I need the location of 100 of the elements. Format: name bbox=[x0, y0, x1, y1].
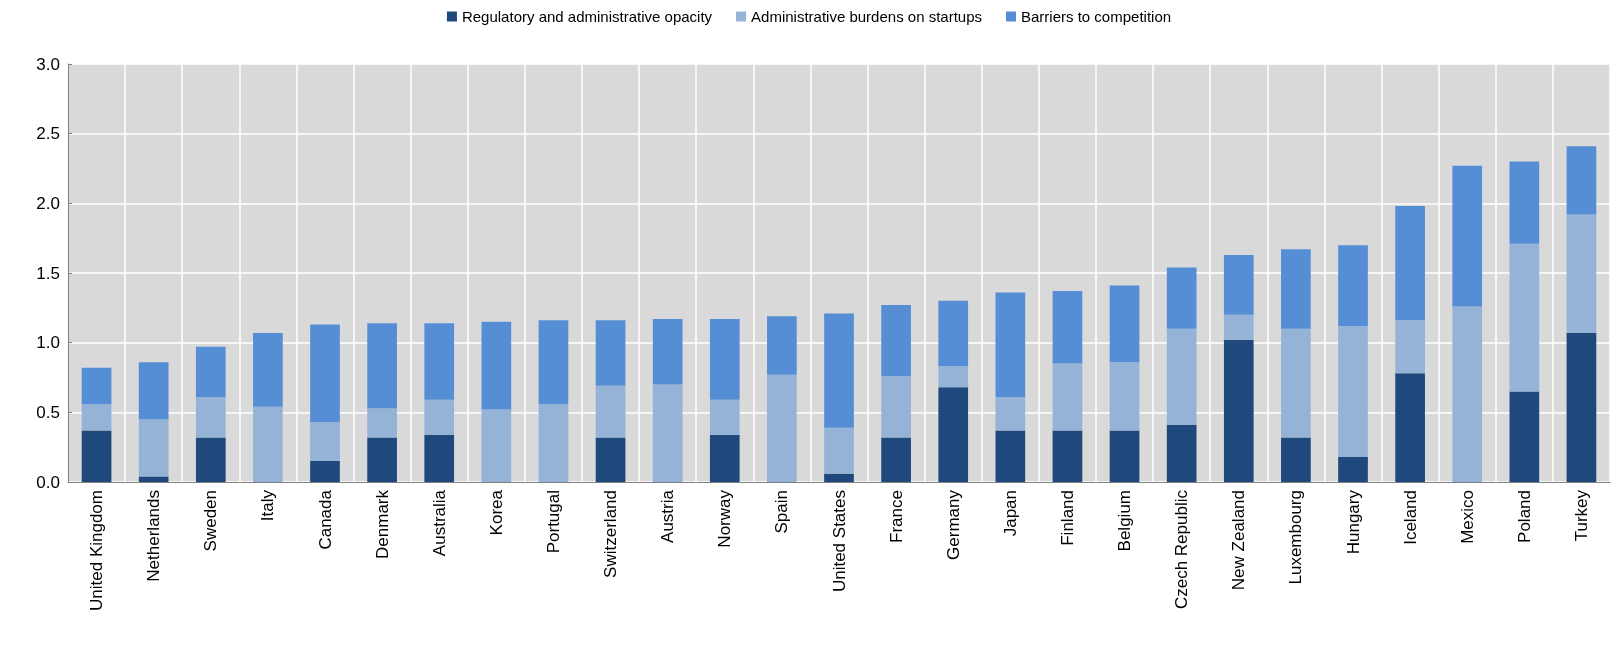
bar bbox=[1166, 328, 1197, 425]
bar bbox=[767, 374, 797, 482]
x-tick-label: Iceland bbox=[1400, 490, 1420, 545]
bar bbox=[1109, 362, 1140, 431]
bar bbox=[595, 385, 626, 438]
bar bbox=[1509, 391, 1540, 482]
bar bbox=[1052, 430, 1083, 482]
x-tick-label: Netherlands bbox=[144, 490, 164, 582]
y-tick-label: 1.0 bbox=[36, 333, 60, 353]
bar bbox=[1395, 373, 1425, 482]
x-tick-label: Spain bbox=[772, 490, 792, 534]
bar bbox=[1566, 214, 1597, 333]
y-tick-label: 0.0 bbox=[36, 472, 60, 492]
x-tick-label: Belgium bbox=[1115, 490, 1135, 552]
bar bbox=[195, 437, 226, 482]
bar bbox=[652, 318, 683, 385]
bar bbox=[1338, 245, 1368, 326]
x-tick-label: Germany bbox=[943, 489, 963, 560]
bar bbox=[253, 406, 283, 482]
legend-label: Administrative burdens on startups bbox=[751, 8, 983, 25]
x-tick-label: Korea bbox=[486, 489, 506, 536]
bar bbox=[1166, 267, 1197, 329]
bar bbox=[824, 473, 854, 482]
bar bbox=[195, 346, 226, 398]
x-tick-label: Denmark bbox=[372, 489, 392, 559]
x-tick-label: Norway bbox=[715, 489, 735, 548]
bar bbox=[1281, 328, 1311, 438]
x-tick-label: France bbox=[886, 490, 906, 543]
bar bbox=[824, 313, 854, 428]
bar bbox=[195, 397, 226, 438]
bar bbox=[881, 376, 911, 438]
bar bbox=[1052, 363, 1083, 431]
bar bbox=[824, 427, 854, 474]
bar bbox=[424, 323, 455, 400]
x-tick-label: Mexico bbox=[1457, 490, 1477, 544]
bar bbox=[995, 430, 1026, 482]
x-tick-label: United States bbox=[829, 490, 849, 593]
y-tick-label: 2.0 bbox=[36, 193, 60, 213]
bar bbox=[1052, 291, 1083, 364]
bar bbox=[367, 408, 397, 438]
x-tick-label: Hungary bbox=[1343, 489, 1363, 555]
bar bbox=[310, 461, 340, 482]
bar bbox=[881, 437, 911, 482]
bar bbox=[81, 367, 112, 404]
x-tick-label: Canada bbox=[315, 489, 335, 550]
y-tick-label: 3.0 bbox=[36, 54, 60, 74]
x-tick-label: Switzerland bbox=[601, 490, 621, 578]
bar bbox=[253, 332, 283, 407]
bar bbox=[709, 318, 740, 400]
bar bbox=[138, 362, 169, 420]
bar bbox=[424, 434, 455, 482]
bar bbox=[1566, 146, 1597, 215]
bar bbox=[424, 399, 455, 435]
bar bbox=[881, 305, 911, 377]
bar bbox=[1223, 339, 1254, 482]
bar bbox=[1223, 254, 1254, 315]
bar bbox=[1109, 430, 1140, 482]
x-tick-label: New Zealand bbox=[1229, 490, 1249, 591]
bar bbox=[938, 300, 969, 367]
bar bbox=[81, 430, 112, 482]
bar bbox=[310, 422, 340, 462]
x-tick-label: Italy bbox=[258, 489, 278, 522]
bar bbox=[1166, 424, 1197, 482]
bar bbox=[709, 434, 740, 482]
x-tick-label: Poland bbox=[1514, 490, 1534, 543]
x-tick-label: Finland bbox=[1057, 490, 1077, 546]
bar bbox=[767, 316, 797, 375]
y-tick-label: 1.5 bbox=[36, 263, 60, 283]
bar bbox=[1338, 325, 1368, 457]
bar bbox=[538, 320, 569, 404]
legend-label: Regulatory and administrative opacity bbox=[461, 8, 713, 25]
bar bbox=[481, 321, 512, 410]
bar bbox=[1452, 306, 1483, 482]
bar bbox=[595, 320, 626, 386]
bar bbox=[1281, 249, 1311, 329]
bar bbox=[367, 323, 397, 409]
bar bbox=[1509, 161, 1540, 244]
y-tick-label: 0.5 bbox=[36, 402, 60, 422]
x-tick-label: United Kingdom bbox=[87, 490, 107, 611]
bar bbox=[81, 403, 112, 431]
bar bbox=[1281, 437, 1311, 482]
bar bbox=[1566, 332, 1597, 482]
bar bbox=[1338, 456, 1368, 482]
bar bbox=[938, 366, 969, 388]
x-tick-label: Luxembourg bbox=[1286, 490, 1306, 585]
bar bbox=[1395, 320, 1425, 374]
y-tick-label: 2.5 bbox=[36, 124, 60, 144]
x-tick-label: Japan bbox=[1000, 490, 1020, 537]
bar bbox=[709, 399, 740, 435]
bar bbox=[1395, 206, 1425, 321]
bar bbox=[481, 409, 512, 482]
bar bbox=[538, 403, 569, 482]
x-tick-label: Portugal bbox=[543, 490, 563, 554]
bar bbox=[367, 437, 397, 482]
legend-label: Barriers to competition bbox=[1021, 8, 1172, 25]
bar bbox=[1223, 314, 1254, 340]
bar bbox=[995, 292, 1026, 398]
bar bbox=[138, 476, 169, 482]
bar bbox=[595, 437, 626, 482]
bar bbox=[138, 419, 169, 477]
